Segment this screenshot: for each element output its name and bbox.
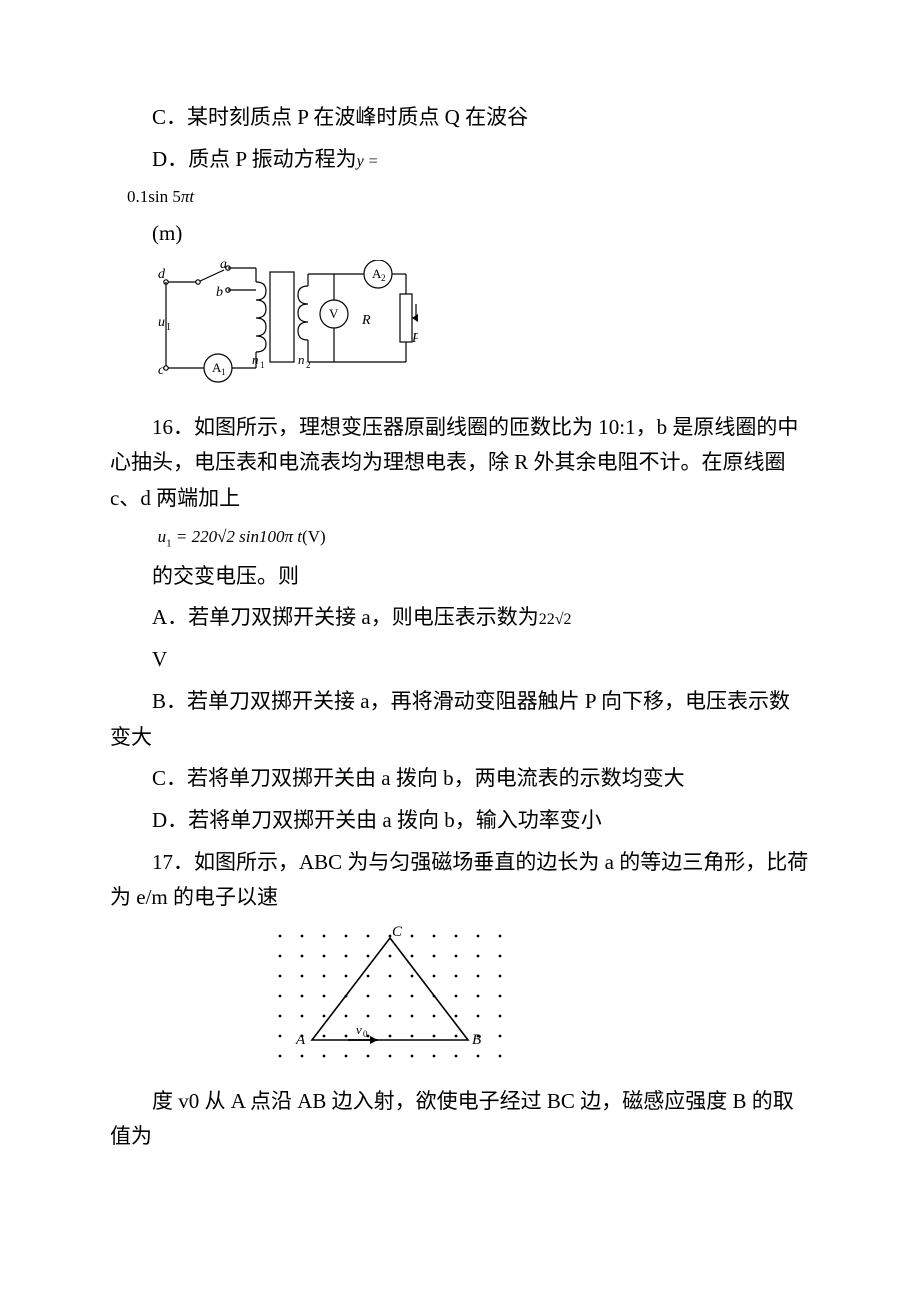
svg-text:2: 2	[381, 273, 386, 283]
q16-option-d: D．若将单刀双掷开关由 a 拨向 b，输入功率变小	[110, 803, 810, 839]
svg-text:V: V	[329, 306, 339, 321]
svg-text:u: u	[158, 315, 165, 330]
q17-stem-text1: 17．如图所示，ABC 为与匀强磁场垂直的边长为 a 的等边三角形，比荷为 e/…	[110, 850, 808, 910]
svg-text:a: a	[220, 260, 227, 272]
q15-d-unit: (m)	[110, 216, 810, 252]
svg-text:b: b	[216, 285, 223, 300]
q15-option-d: D．质点 P 振动方程为y =	[110, 142, 810, 178]
svg-text:R: R	[361, 313, 371, 328]
q16-stem-1: 16．如图所示，理想变压器原副线圈的匝数比为 10:1，b 是原线圈的中心抽头，…	[110, 410, 810, 517]
svg-text:P: P	[411, 331, 418, 346]
q16-option-b: B．若单刀双掷开关接 a，再将滑动变阻器触片 P 向下移，电压表示数变大	[110, 684, 810, 755]
svg-text:A: A	[295, 1032, 306, 1048]
transformer-circuit-diagram: d a b c u1 n1 n2 R P A1 A2 V	[158, 260, 810, 400]
svg-text:1: 1	[221, 367, 226, 377]
svg-text:0: 0	[363, 1029, 368, 1039]
svg-text:n: n	[252, 352, 259, 367]
q16-a-unit: V	[110, 642, 810, 678]
q16-a-prefix: A．若单刀双掷开关接 a，则电压表示数为	[152, 605, 539, 629]
q16-option-c: C．若将单刀双掷开关由 a 拨向 b，两电流表的示数均变大	[110, 761, 810, 797]
q15-d-var: y =	[357, 153, 379, 170]
svg-text:d: d	[158, 267, 166, 282]
q17-stem-line2: 度 v0 从 A 点沿 AB 边入射，欲使电子经过 BC 边，磁感应强度 B 的…	[110, 1084, 810, 1155]
svg-text:v: v	[356, 1022, 362, 1037]
svg-text:c: c	[158, 363, 165, 378]
q15-d-prefix: D．质点 P 振动方程为	[152, 147, 357, 171]
svg-text:C: C	[392, 924, 403, 940]
q16-stem-2: 的交变电压。则	[110, 559, 810, 595]
svg-text:B: B	[472, 1032, 481, 1048]
q15-option-c: C．某时刻质点 P 在波峰时质点 Q 在波谷	[110, 100, 810, 136]
svg-text:1: 1	[260, 360, 265, 370]
q16-option-a: A．若单刀双掷开关接 a，则电压表示数为22√2	[110, 600, 810, 636]
q15-d-formula: 0.1sin 5πt	[110, 183, 810, 212]
q16-formula: u1 = 220√2 sin100π t(V)	[110, 523, 810, 553]
svg-text:n: n	[298, 352, 305, 367]
q17-triangle-diagram: A B C v0	[260, 922, 810, 1084]
q16-a-value: 22√2	[539, 611, 572, 628]
q17-stem-line1: 17．如图所示，ABC 为与匀强磁场垂直的边长为 a 的等边三角形，比荷为 e/…	[110, 845, 810, 916]
svg-text:1: 1	[166, 322, 171, 333]
svg-text:2: 2	[306, 360, 311, 370]
